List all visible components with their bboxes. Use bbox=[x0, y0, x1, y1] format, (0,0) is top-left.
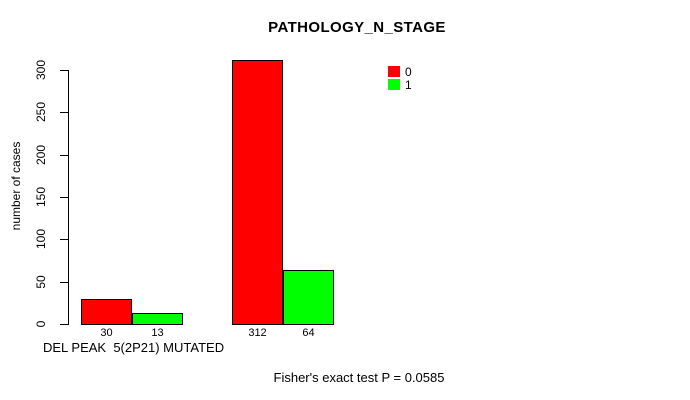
bar-group-2-series-1 bbox=[283, 270, 334, 325]
chart-title: PATHOLOGY_N_STAGE bbox=[268, 19, 446, 36]
y-tick-label: 250 bbox=[34, 101, 48, 123]
legend-swatch-icon bbox=[388, 79, 400, 90]
bar-group-1-series-1 bbox=[132, 313, 183, 325]
y-tick-label: 150 bbox=[34, 186, 48, 208]
fisher-test-note: Fisher's exact test P = 0.0585 bbox=[273, 370, 445, 385]
y-tick-mark bbox=[60, 282, 68, 283]
y-tick-mark bbox=[60, 324, 68, 325]
legend-swatch-icon bbox=[388, 66, 400, 77]
y-tick-label: 0 bbox=[34, 320, 48, 328]
y-axis-label: number of cases bbox=[9, 141, 23, 231]
y-tick-mark bbox=[60, 239, 68, 240]
x-axis-label: DEL PEAK 5(2P21) MUTATED bbox=[43, 340, 225, 355]
bar-value-label: 13 bbox=[151, 327, 164, 339]
bar-group-1-series-0 bbox=[81, 299, 132, 325]
legend-label: 0 bbox=[405, 64, 412, 79]
bar-group-2-series-0 bbox=[232, 60, 283, 325]
y-tick-label: 50 bbox=[34, 275, 48, 289]
y-tick-mark bbox=[60, 70, 68, 71]
y-axis-line bbox=[68, 70, 69, 325]
legend-label: 1 bbox=[405, 77, 412, 92]
y-tick-mark bbox=[60, 155, 68, 156]
y-tick-label: 100 bbox=[34, 228, 48, 250]
y-tick-mark bbox=[60, 112, 68, 113]
bar-value-label: 30 bbox=[100, 327, 113, 339]
bar-value-label: 64 bbox=[302, 327, 315, 339]
y-tick-mark bbox=[60, 197, 68, 198]
bar-value-label: 312 bbox=[248, 327, 267, 339]
legend-entry-1: 1 bbox=[388, 77, 412, 92]
legend-entry-0: 0 bbox=[388, 64, 412, 79]
y-tick-label: 200 bbox=[34, 144, 48, 166]
y-tick-label: 300 bbox=[34, 59, 48, 81]
